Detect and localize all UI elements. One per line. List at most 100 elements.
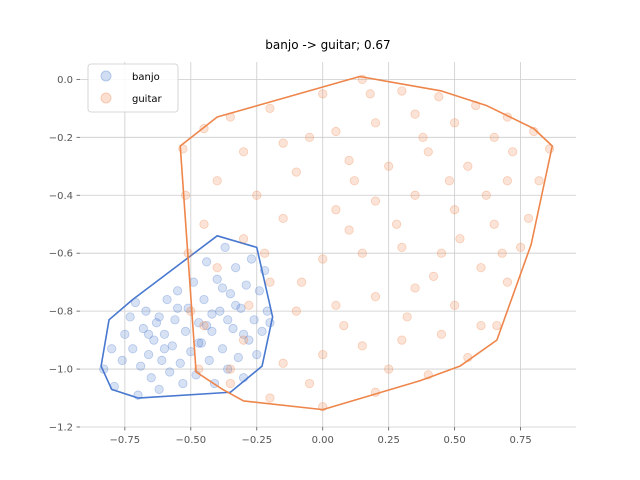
data-point-banjo (207, 309, 217, 319)
data-point-banjo (231, 263, 241, 273)
data-point-guitar (252, 190, 262, 200)
legend-marker-guitar (100, 92, 112, 104)
data-point-guitar (212, 176, 222, 186)
data-point-banjo (120, 329, 130, 339)
y-tick-label: −0.8 (49, 307, 73, 318)
data-point-guitar (502, 176, 513, 186)
x-tick-label: 0.50 (444, 435, 466, 446)
data-point-banjo (117, 355, 127, 365)
data-point-banjo (241, 280, 251, 290)
data-point-banjo (238, 329, 249, 339)
data-point-guitar (265, 277, 275, 287)
data-point-guitar (244, 300, 254, 310)
data-point-banjo (223, 315, 233, 325)
data-point-banjo (154, 312, 164, 322)
data-point-banjo (157, 355, 167, 365)
data-point-guitar (436, 329, 447, 339)
data-point-banjo (202, 321, 212, 331)
data-point-guitar (278, 138, 288, 148)
data-point-banjo (173, 286, 183, 296)
x-tick-label: −0.75 (110, 435, 141, 446)
data-point-guitar (318, 349, 328, 360)
legend-label-banjo: banjo (132, 72, 160, 83)
data-point-banjo (165, 367, 175, 377)
data-point-guitar (508, 147, 518, 157)
data-point-guitar (384, 364, 394, 374)
axis-ticks: −0.75 −0.50 −0.25 0.00 0.25 0.50 0.75 −1.2 −1.0 −… (49, 75, 532, 446)
y-tick-label: −1.0 (49, 365, 73, 376)
data-point-guitar (365, 89, 375, 99)
x-tick-label: 0.00 (312, 435, 334, 446)
data-point-guitar (402, 312, 412, 322)
data-point-guitar (265, 393, 275, 403)
series-banjo (99, 235, 275, 400)
data-point-guitar (344, 155, 354, 166)
data-point-guitar (199, 321, 209, 331)
data-point-guitar (291, 167, 301, 177)
data-point-banjo (204, 355, 214, 365)
data-point-banjo (107, 344, 117, 354)
data-point-guitar (410, 109, 420, 119)
data-point-banjo (170, 315, 180, 325)
data-point-guitar (331, 300, 341, 310)
x-tick-label: 0.75 (509, 435, 531, 446)
data-point-guitar (502, 277, 513, 287)
data-point-guitar (238, 147, 249, 157)
y-tick-label: −0.4 (49, 191, 73, 202)
data-point-guitar (212, 263, 222, 273)
data-point-banjo (254, 286, 265, 296)
data-point-banjo (217, 344, 228, 354)
data-point-banjo (233, 352, 243, 363)
data-point-guitar (370, 196, 381, 206)
data-point-guitar (370, 292, 381, 302)
data-point-guitar (238, 335, 249, 345)
data-point-banjo (202, 257, 212, 267)
legend-box (87, 63, 179, 113)
data-point-guitar (534, 176, 544, 186)
series-layer (99, 74, 555, 412)
data-point-banjo (143, 329, 154, 339)
data-point-banjo (180, 326, 191, 337)
data-point-guitar (331, 205, 341, 215)
data-point-banjo (257, 326, 267, 337)
data-point-banjo (151, 318, 162, 328)
data-point-banjo (136, 361, 146, 371)
y-tick-label: 0.0 (57, 75, 73, 86)
data-point-banjo (217, 283, 228, 293)
data-point-guitar (489, 219, 499, 229)
data-point-guitar (397, 242, 407, 252)
data-point-guitar (238, 234, 249, 244)
data-point-guitar (391, 219, 402, 229)
data-point-guitar (331, 126, 341, 137)
data-point-guitar (450, 300, 460, 310)
data-point-guitar (339, 321, 349, 331)
data-point-guitar (384, 161, 394, 171)
data-point-banjo (162, 294, 172, 305)
x-tick-label: −0.25 (241, 435, 272, 446)
data-point-guitar (410, 283, 420, 293)
data-point-guitar (265, 103, 275, 113)
data-point-guitar (418, 132, 428, 142)
legend-marker-banjo (100, 70, 112, 82)
data-point-guitar (357, 248, 367, 258)
y-tick-label: −0.6 (49, 249, 73, 260)
data-point-guitar (318, 89, 328, 99)
data-point-guitar (291, 306, 301, 316)
data-point-banjo (143, 349, 154, 360)
data-point-banjo (154, 384, 164, 394)
data-point-banjo (215, 306, 225, 316)
data-point-banjo (159, 329, 170, 339)
data-point-banjo (173, 303, 183, 313)
data-point-guitar (410, 190, 420, 200)
data-point-guitar (455, 234, 465, 244)
data-point-guitar (450, 118, 460, 128)
data-point-banjo (167, 341, 177, 351)
data-point-guitar (349, 176, 359, 186)
data-point-banjo (228, 323, 238, 334)
data-point-guitar (444, 176, 454, 186)
data-point-guitar (463, 161, 473, 171)
data-point-guitar (481, 190, 491, 200)
data-point-banjo (146, 373, 156, 383)
data-point-banjo (194, 318, 204, 328)
